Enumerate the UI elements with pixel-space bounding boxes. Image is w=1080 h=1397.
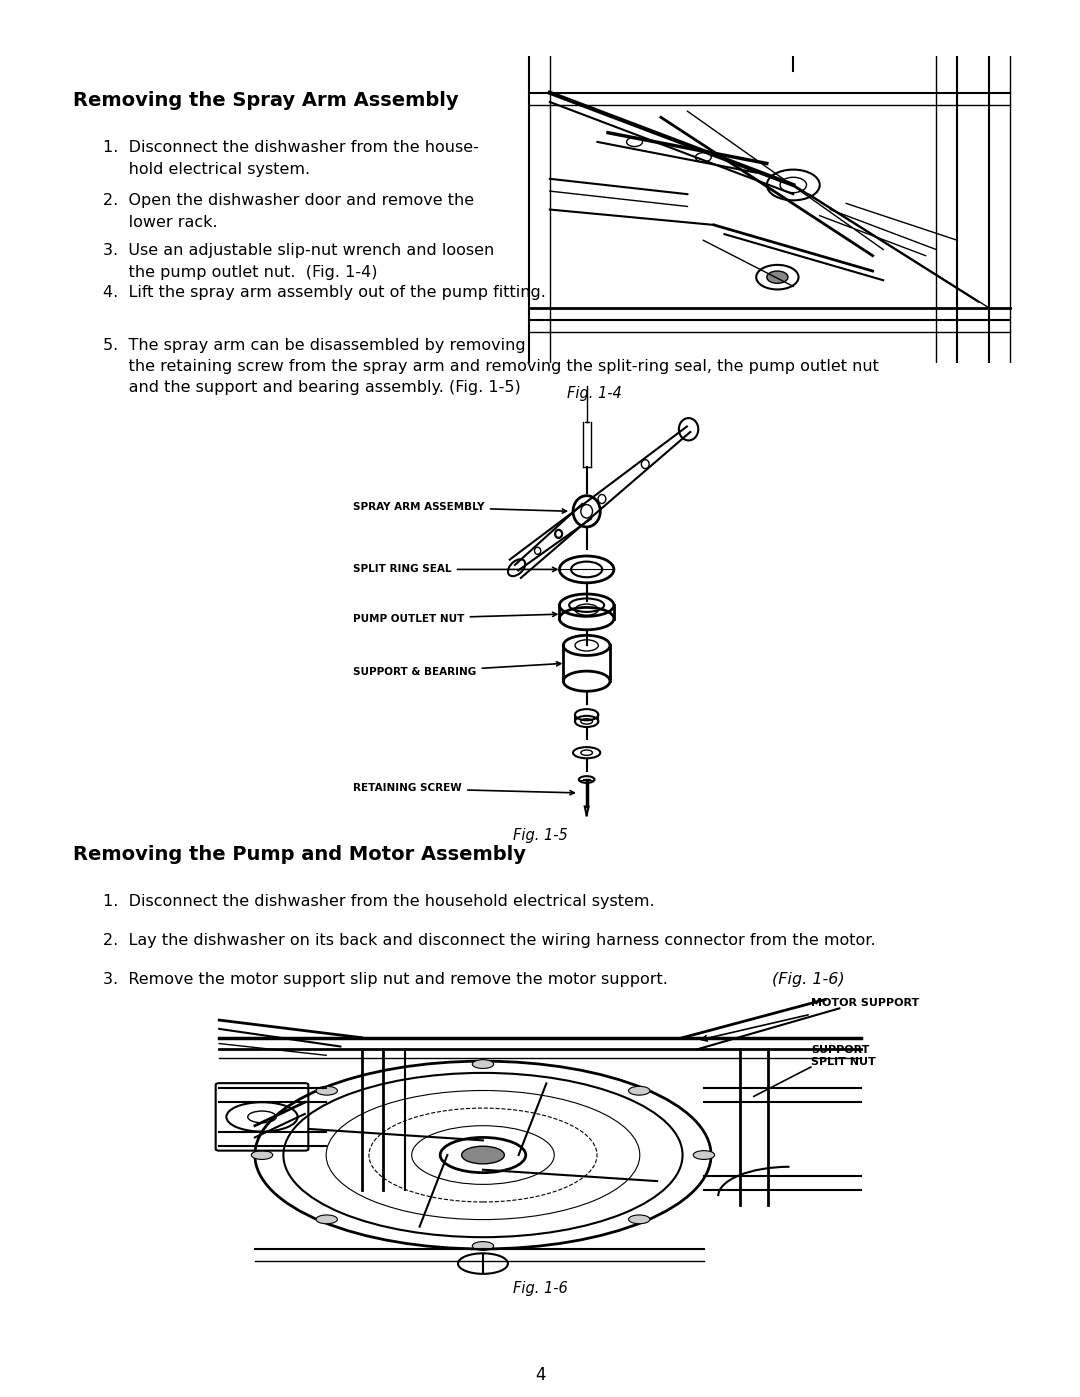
Circle shape: [535, 548, 541, 555]
Text: SPLIT RING SEAL: SPLIT RING SEAL: [353, 564, 557, 574]
Circle shape: [316, 1215, 337, 1224]
Text: SUPPORT & BEARING: SUPPORT & BEARING: [353, 662, 561, 678]
Text: 1.  Disconnect the dishwasher from the household electrical system.: 1. Disconnect the dishwasher from the ho…: [103, 894, 654, 909]
Text: Removing the Pump and Motor Assembly: Removing the Pump and Motor Assembly: [73, 845, 526, 865]
Text: MOTOR SUPPORT: MOTOR SUPPORT: [811, 999, 919, 1009]
Circle shape: [767, 271, 788, 284]
Text: 5.  The spray arm can be disassembled by removing
     the retaining screw from : 5. The spray arm can be disassembled by …: [103, 338, 878, 395]
Text: 3.  Remove the motor support slip nut and remove the motor support.: 3. Remove the motor support slip nut and…: [103, 972, 673, 988]
Circle shape: [693, 1151, 715, 1160]
Circle shape: [555, 531, 562, 538]
Circle shape: [642, 460, 649, 468]
Text: 1.  Disconnect the dishwasher from the house-
     hold electrical system.: 1. Disconnect the dishwasher from the ho…: [103, 140, 478, 177]
Circle shape: [461, 1146, 504, 1164]
Text: 2.  Open the dishwasher door and remove the
     lower rack.: 2. Open the dishwasher door and remove t…: [103, 193, 474, 231]
Circle shape: [472, 1242, 494, 1250]
Text: 4.  Lift the spray arm assembly out of the pump fitting.: 4. Lift the spray arm assembly out of th…: [103, 285, 545, 300]
Text: (Fig. 1-6): (Fig. 1-6): [772, 972, 845, 988]
Circle shape: [629, 1215, 650, 1224]
Text: SPRAY ARM ASSEMBLY: SPRAY ARM ASSEMBLY: [353, 502, 567, 513]
Circle shape: [598, 495, 606, 503]
Text: Fig. 1-4: Fig. 1-4: [567, 386, 622, 401]
Circle shape: [629, 1087, 650, 1095]
Circle shape: [555, 529, 563, 538]
Text: 4: 4: [535, 1366, 545, 1384]
Text: 2.  Lay the dishwasher on its back and disconnect the wiring harness connector f: 2. Lay the dishwasher on its back and di…: [103, 933, 875, 949]
Circle shape: [472, 1060, 494, 1069]
Text: PUMP OUTLET NUT: PUMP OUTLET NUT: [353, 612, 557, 623]
Text: Fig. 1-6: Fig. 1-6: [513, 1281, 567, 1296]
Text: SUPPORT
SPLIT NUT: SUPPORT SPLIT NUT: [811, 1045, 876, 1067]
Text: RETAINING SCREW: RETAINING SCREW: [353, 784, 575, 795]
Text: 3.  Use an adjustable slip-nut wrench and loosen
     the pump outlet nut.  (Fig: 3. Use an adjustable slip-nut wrench and…: [103, 243, 494, 281]
Text: Fig. 1-5: Fig. 1-5: [513, 828, 567, 844]
Circle shape: [252, 1151, 273, 1160]
Text: Removing the Spray Arm Assembly: Removing the Spray Arm Assembly: [73, 91, 459, 110]
Circle shape: [316, 1087, 337, 1095]
